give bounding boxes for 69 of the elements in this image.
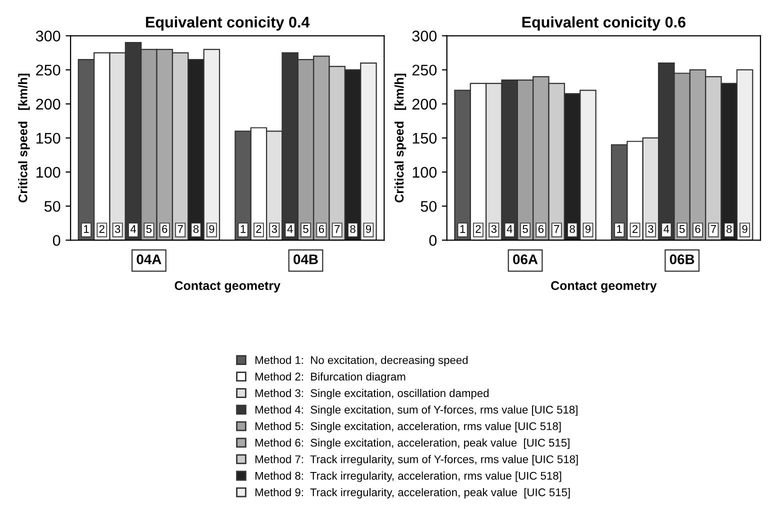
text: 6: [695, 225, 700, 233]
annotation: 1: [460, 225, 466, 233]
annotation: 7: [554, 225, 560, 233]
legend-label: Method 1: No excitation, decreasing speed: [255, 356, 468, 366]
text: 5: [303, 225, 308, 233]
x-tick-label: 06B: [670, 254, 694, 264]
x-axis-title: Contact geometry: [174, 281, 280, 293]
text: 9: [742, 225, 748, 233]
y-tick-label: 250: [36, 64, 60, 76]
text: 4: [664, 225, 670, 233]
y-tick-label: 150: [412, 132, 437, 144]
text: 4: [287, 225, 293, 233]
annotation: 2: [476, 225, 481, 233]
x-tick-label: 04A: [136, 254, 162, 264]
y-tick-label: 250: [412, 64, 437, 76]
y-tick-label: 100: [412, 166, 437, 178]
annotation: 3: [491, 225, 497, 233]
text: 7: [710, 225, 716, 233]
annotation: 6: [162, 225, 168, 233]
text: 2: [632, 225, 638, 233]
text: 9: [366, 225, 372, 233]
y-tick-label: 150: [36, 132, 60, 144]
y-tick-label: 300: [36, 30, 60, 42]
annotation: 5: [522, 225, 528, 233]
y-tick-label: 0: [429, 235, 437, 246]
legend-label: Method 2: Bifurcation diagram: [255, 372, 406, 383]
text: 5: [679, 225, 685, 233]
annotation: 8: [193, 225, 199, 233]
legend-label: Method 7: Track irregularity, sum of Y-forces, rms value [UIC 518]: [255, 455, 578, 466]
annotation: 2: [99, 225, 104, 233]
text: 1: [617, 225, 622, 233]
annotation: 6: [538, 225, 544, 233]
annotation: 9: [585, 225, 591, 233]
annotation: 8: [570, 225, 575, 233]
y-tick-label: 100: [36, 166, 60, 178]
annotation: 3: [114, 225, 120, 233]
text: 2: [256, 225, 262, 233]
legend-label: Method 3: Single excitation, oscillation damped: [255, 388, 489, 400]
y-axis-title: Critical speed [km/h]: [18, 74, 30, 202]
annotation: 1: [84, 225, 89, 233]
annotation: 9: [209, 225, 214, 233]
annotation: 7: [178, 225, 183, 233]
legend-label: Method 4: Single excitation, sum of Y-forces, rms value [UIC 518]: [255, 405, 578, 416]
legend-label: Method 6: Single excitation, acceleration, peak value [UIC 515]: [255, 438, 570, 449]
legend-label: Method 8: Track irregularity, acceleration, rms value [UIC 518]: [255, 472, 562, 482]
annotation: 4: [506, 225, 512, 233]
text: 8: [726, 225, 732, 233]
y-axis-title: Critical speed [km/h]: [394, 74, 406, 202]
x-tick-label: 06A: [513, 254, 538, 264]
y-tick-label: 200: [36, 98, 60, 110]
text: 6: [318, 225, 324, 233]
y-tick-label: 200: [412, 98, 437, 110]
chart-title: Equivalent conicity 0.6: [522, 16, 686, 31]
text: 1: [240, 225, 246, 233]
y-tick-label: 50: [44, 200, 60, 212]
y-tick-label: 50: [420, 200, 437, 212]
text: 3: [272, 225, 277, 233]
text: 7: [334, 225, 340, 233]
y-tick-label: 300: [412, 30, 437, 42]
annotation: 4: [130, 225, 136, 233]
text: 8: [350, 225, 356, 233]
annotation: 5: [146, 225, 152, 233]
x-tick-label: 04B: [294, 254, 318, 264]
text: 3: [648, 225, 654, 233]
y-tick-label: 0: [52, 235, 60, 246]
legend-label: Method 5: Single excitation, acceleration, rms value [UIC 518]: [255, 422, 561, 432]
chart-title: Equivalent conicity 0.4: [146, 16, 310, 31]
legend-label: Method 9: Track irregularity, acceleration, peak value [UIC 515]: [255, 488, 570, 498]
x-axis-title: Contact geometry: [551, 281, 657, 293]
